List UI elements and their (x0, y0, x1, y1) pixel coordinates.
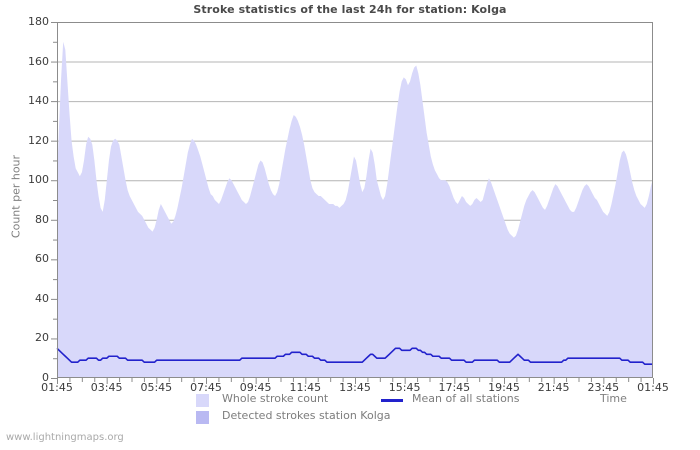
legend-swatch (196, 411, 209, 424)
major-tick-marks (51, 22, 57, 379)
x-tick-label: 19:45 (488, 381, 520, 394)
y-tick-label: 160 (28, 54, 49, 68)
x-tick-label: 01:45 (637, 381, 669, 394)
legend-label: Whole stroke count (222, 392, 329, 405)
y-tick-label: 100 (28, 173, 49, 187)
legend-label: Mean of all stations (412, 392, 520, 405)
x-tick-label: 15:45 (388, 381, 421, 394)
y-tick-label: 180 (28, 15, 49, 28)
y-tick-label: 40 (35, 291, 49, 305)
x-tick-label: 23:45 (587, 381, 620, 394)
minor-tick-marks (53, 41, 57, 360)
x-tick-label: 07:45 (190, 381, 222, 394)
x-tick-marks (57, 378, 654, 384)
watermark: www.lightningmaps.org (6, 432, 124, 443)
y-tick-label: 80 (35, 212, 49, 226)
legend-label: Detected strokes station Kolga (222, 409, 391, 422)
x-tick-label: 03:45 (90, 381, 123, 394)
y-tick-label: 20 (35, 331, 49, 345)
data-series (56, 41, 653, 378)
y-tick-label: 0 (42, 371, 49, 384)
x-tick-label: 09:45 (239, 381, 272, 394)
x-axis-label: Time (600, 392, 627, 405)
y-tick-label: 140 (28, 94, 49, 108)
y-tick-label: 60 (35, 252, 49, 266)
x-tick-label: 05:45 (140, 381, 173, 394)
legend-swatch (196, 394, 209, 407)
plot-frame (57, 22, 653, 378)
chart-legend: Whole stroke count Mean of all stations De… (0, 392, 700, 428)
x-tick-label: 17:45 (438, 381, 471, 394)
x-tick-label: 01:45 (41, 381, 73, 394)
x-tick-label: 11:45 (289, 381, 322, 394)
y-tick-label: 120 (28, 133, 49, 147)
x-tick-label: 21:45 (537, 381, 570, 394)
chart-title: Stroke statistics of the last 24h for st… (193, 3, 507, 16)
x-tick-label: 13:45 (339, 381, 371, 394)
legend-line-marker (381, 399, 403, 402)
